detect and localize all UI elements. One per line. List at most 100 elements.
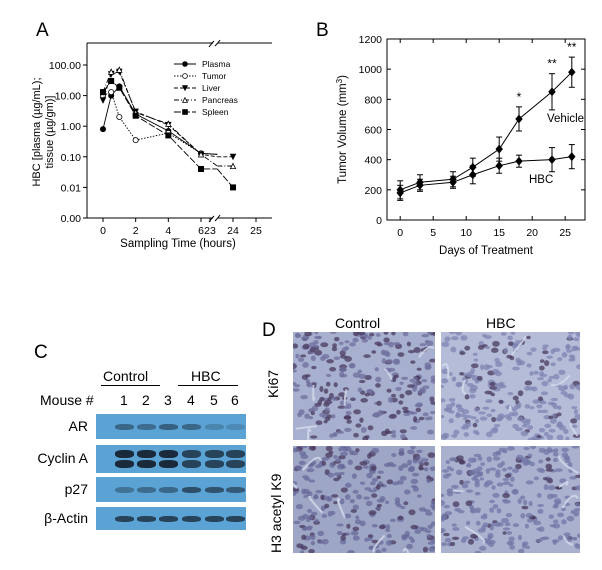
ihc-nucleus <box>514 404 521 410</box>
ihc-nucleus <box>338 455 346 460</box>
ihc-nucleus <box>498 447 505 452</box>
ihc-nucleus <box>442 432 450 439</box>
ihc-nucleus <box>396 516 405 523</box>
ihc-nucleus <box>303 488 310 494</box>
ihc-nucleus <box>333 356 341 361</box>
ihc-nucleus <box>294 465 303 470</box>
ihc-nucleus <box>310 511 318 516</box>
blot-band <box>115 423 134 430</box>
chart-b-significance: ** <box>547 57 557 71</box>
ihc-nucleus <box>485 480 494 486</box>
ihc-nucleus <box>518 415 525 421</box>
ihc-image-h3-control <box>293 446 435 553</box>
ihc-nucleus <box>390 393 397 398</box>
ihc-nucleus <box>419 387 425 393</box>
ihc-nucleus <box>333 396 341 401</box>
chart-a-break-mark <box>208 40 215 48</box>
ihc-nucleus <box>496 482 504 487</box>
ihc-nucleus <box>308 342 316 348</box>
ihc-nucleus <box>460 425 469 430</box>
ihc-nucleus <box>344 346 350 350</box>
ihc-nucleus <box>357 369 363 374</box>
ihc-nucleus <box>369 511 376 518</box>
ihc-nucleus <box>562 502 571 507</box>
ihc-nucleus <box>340 535 346 541</box>
ihc-nucleus <box>384 360 393 365</box>
ihc-nucleus <box>471 476 477 481</box>
ihc-nucleus <box>390 413 398 418</box>
chart-a-x-label: Sampling Time (hours) <box>120 238 236 250</box>
ihc-nucleus <box>525 513 533 518</box>
ihc-nucleus <box>467 457 476 463</box>
ihc-nucleus <box>501 467 508 472</box>
ihc-nucleus <box>479 364 485 370</box>
ihc-nucleus <box>536 435 542 439</box>
ihc-nucleus <box>463 480 471 484</box>
ihc-nucleus <box>314 335 322 340</box>
ihc-nucleus <box>501 449 506 453</box>
ihc-nucleus <box>470 416 477 420</box>
ihc-nucleus <box>375 506 380 511</box>
ihc-nucleus <box>406 341 412 347</box>
mouse-number: 3 <box>164 392 172 408</box>
ihc-nucleus <box>487 532 494 539</box>
ihc-nucleus <box>398 450 405 456</box>
ihc-nucleus <box>331 494 339 498</box>
ihc-nucleus <box>453 429 460 435</box>
ihc-nucleus <box>544 423 552 429</box>
blot-band <box>115 486 134 493</box>
chart-b-point <box>568 152 576 162</box>
ihc-nucleus <box>565 344 571 350</box>
chart-b-x-label: Days of Treatment <box>439 245 534 257</box>
ihc-nucleus <box>329 367 337 372</box>
ihc-nucleus <box>487 383 496 388</box>
ihc-nucleus <box>511 489 518 495</box>
ihc-nucleus <box>321 514 328 518</box>
ihc-nucleus <box>317 539 322 543</box>
ihc-nucleus <box>327 472 335 478</box>
ihc-nucleus <box>475 520 481 526</box>
ihc-nucleus <box>548 514 554 519</box>
ihc-nucleus <box>412 458 418 464</box>
ihc-nucleus <box>558 425 566 431</box>
ihc-nucleus <box>561 507 566 512</box>
ihc-nucleus <box>537 508 544 514</box>
ihc-nucleus <box>300 545 308 551</box>
chart-b-point <box>515 156 523 166</box>
ihc-nucleus <box>363 465 369 469</box>
ihc-nucleus <box>344 446 352 452</box>
ihc-nucleus <box>487 379 496 386</box>
ihc-nucleus <box>394 343 403 350</box>
ihc-nucleus <box>489 381 496 386</box>
ihc-nucleus <box>502 531 507 535</box>
ihc-nucleus <box>472 457 477 463</box>
ihc-nucleus <box>294 332 300 338</box>
ihc-nucleus <box>567 334 573 341</box>
ihc-stroma <box>452 489 464 493</box>
ihc-nucleus <box>314 349 323 356</box>
ihc-nucleus <box>320 356 326 362</box>
ihc-nucleus <box>353 432 359 438</box>
ihc-nucleus <box>536 493 542 498</box>
ihc-nucleus <box>459 413 466 417</box>
ihc-nucleus <box>401 436 408 440</box>
ihc-nucleus <box>526 363 532 368</box>
blot-band <box>137 450 156 458</box>
ihc-nucleus <box>309 459 317 466</box>
ihc-nucleus <box>302 337 308 341</box>
ihc-nucleus <box>311 446 316 451</box>
ihc-nucleus <box>527 453 533 458</box>
chart-a-point <box>229 162 237 170</box>
ihc-nucleus <box>520 513 526 519</box>
blot-strip <box>96 477 246 502</box>
ihc-nucleus <box>479 477 485 481</box>
ihc-nucleus <box>338 463 345 468</box>
ihc-nucleus <box>325 446 333 452</box>
ihc-nucleus <box>502 447 508 454</box>
ihc-nucleus <box>344 356 352 362</box>
ihc-nucleus <box>431 498 435 505</box>
ihc-nucleus <box>409 411 418 415</box>
ihc-nucleus <box>313 339 319 345</box>
ihc-nucleus <box>571 424 578 428</box>
